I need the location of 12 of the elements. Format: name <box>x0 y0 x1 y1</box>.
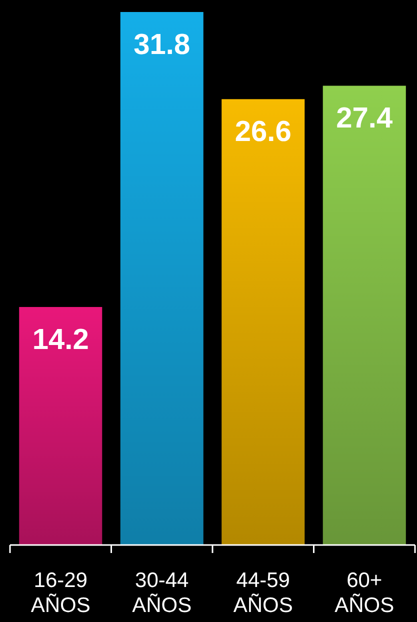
data-label: 27.4 <box>336 102 393 135</box>
data-label: 14.2 <box>32 324 89 356</box>
x-tick-label: 16-29 AÑOS <box>30 569 90 617</box>
bar <box>222 99 305 545</box>
bar <box>322 86 406 545</box>
x-tick-label: 30-44 AÑOS <box>132 569 192 617</box>
x-tick-label: 44-59 AÑOS <box>233 569 293 617</box>
bar <box>19 306 102 545</box>
data-label: 31.8 <box>134 29 190 61</box>
bar <box>120 12 204 545</box>
x-tick-label: 60+ AÑOS <box>334 569 394 617</box>
data-label: 26.6 <box>234 116 292 148</box>
